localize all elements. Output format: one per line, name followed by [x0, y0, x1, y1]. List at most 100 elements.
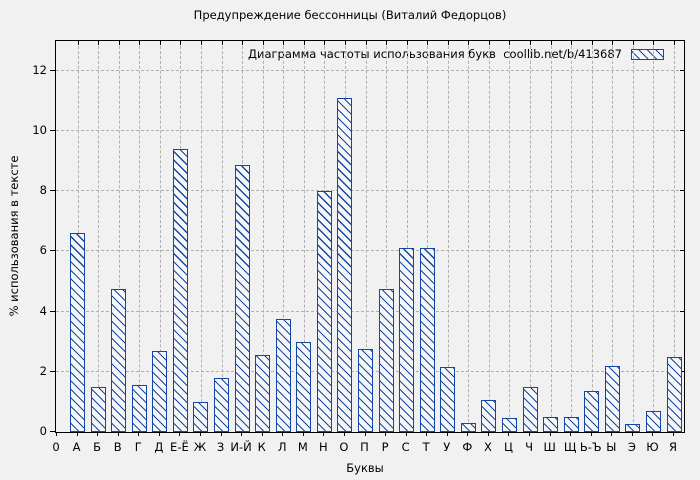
x-tick-label: Б: [93, 440, 102, 454]
x-tick-mirror: [200, 41, 202, 45]
x-tick-label: Ы: [606, 440, 617, 454]
x-tick-mirror: [242, 41, 244, 45]
bar-В: [111, 288, 127, 432]
x-tick-mirror: [139, 41, 141, 45]
y-axis-label: % использования в тексте: [7, 155, 21, 317]
h-gridline: [56, 250, 684, 252]
x-tick-mirror: [180, 41, 182, 45]
v-gridline: [530, 41, 532, 432]
bar-Ю: [645, 410, 661, 432]
x-tick: [117, 432, 119, 436]
x-tick: [97, 432, 99, 436]
plot-area: Диаграмма частоты использования букв coo…: [55, 40, 685, 433]
x-tick: [590, 432, 592, 436]
x-tick-mirror: [674, 41, 675, 45]
x-tick-mirror: [509, 41, 511, 45]
x-tick: [487, 432, 489, 436]
x-tick: [385, 432, 387, 436]
x-tick-label: Х: [483, 440, 492, 454]
x-tick: [343, 432, 345, 436]
x-tick: [364, 432, 366, 436]
y-tick: [50, 370, 55, 372]
y-tick-mirror: [680, 129, 684, 131]
chart-title: Предупреждение бессонницы (Виталий Федор…: [193, 8, 507, 22]
x-tick: [549, 432, 551, 436]
x-tick: [405, 432, 407, 436]
x-tick: [446, 432, 448, 436]
x-tick-mirror: [488, 41, 490, 45]
bar-Э: [625, 424, 641, 432]
x-tick-label: В: [113, 440, 122, 454]
bar-П: [358, 349, 373, 432]
x-tick: [158, 432, 160, 436]
x-tick-mirror: [550, 41, 552, 45]
bar-Е-Ё: [172, 148, 188, 432]
x-tick-label: Ц: [503, 440, 513, 454]
x-tick-label: Ч: [525, 440, 533, 454]
x-tick-mirror: [344, 41, 346, 45]
y-tick-mirror: [680, 370, 684, 372]
x-tick: [323, 432, 325, 436]
v-gridline: [386, 41, 388, 432]
h-gridline: [56, 129, 684, 131]
legend: Диаграмма частоты использования букв coo…: [248, 47, 664, 61]
x-tick-label: Ь-Ъ: [579, 440, 602, 454]
y-tick-label: 6: [39, 243, 47, 258]
v-gridline: [509, 41, 511, 432]
h-gridline: [56, 69, 684, 71]
v-gridline: [674, 41, 675, 432]
x-tick: [282, 432, 284, 436]
x-tick-label: Т: [422, 440, 430, 454]
x-tick: [138, 432, 140, 436]
x-tick-mirror: [530, 41, 532, 45]
v-gridline: [571, 41, 573, 432]
v-gridline: [653, 41, 655, 432]
x-tick-mirror: [324, 41, 326, 45]
bar-Д: [152, 350, 168, 432]
bar-Ж: [193, 401, 209, 432]
y-tick: [50, 250, 55, 252]
x-tick-mirror: [283, 41, 285, 45]
v-gridline: [118, 41, 120, 432]
bar-Л: [275, 319, 291, 432]
x-tick-mirror: [591, 41, 593, 45]
y-tick-mirror: [680, 250, 684, 252]
y-tick-label: 12: [32, 62, 47, 77]
x-tick-label: З: [216, 440, 225, 454]
x-tick-mirror: [365, 41, 367, 45]
y-tick-label: 2: [39, 363, 47, 378]
v-gridline: [200, 41, 202, 432]
x-tick-mirror: [653, 41, 655, 45]
v-gridline: [159, 41, 161, 432]
x-tick-mirror: [221, 41, 223, 45]
bar-Ц: [501, 418, 517, 432]
x-tick-mirror: [427, 41, 429, 45]
y-tick: [50, 129, 55, 131]
v-gridline: [447, 41, 449, 432]
v-gridline: [98, 41, 100, 432]
v-gridline: [303, 41, 305, 432]
x-tick-mirror: [98, 41, 100, 45]
y-tick-label: 10: [32, 122, 47, 137]
bar-К: [255, 355, 271, 432]
y-tick-mirror: [680, 69, 684, 71]
x-tick: [261, 432, 263, 436]
bar-М: [296, 341, 312, 432]
v-gridline: [262, 41, 264, 432]
x-axis-label: Буквы: [346, 461, 384, 475]
x-tick: [631, 432, 633, 436]
bar-С: [399, 248, 415, 432]
h-gridline: [56, 190, 684, 192]
x-tick-mirror: [386, 41, 388, 45]
y-tick: [50, 310, 55, 312]
v-gridline: [365, 41, 367, 432]
x-tick-label: Я: [669, 440, 677, 454]
x-tick: [426, 432, 428, 436]
bar-Щ: [563, 416, 579, 432]
v-gridline: [612, 41, 614, 432]
v-gridline: [550, 41, 552, 432]
y-tick-mirror: [680, 190, 684, 192]
h-gridline: [56, 310, 684, 312]
bar-О: [337, 97, 353, 432]
bar-У: [440, 367, 456, 432]
